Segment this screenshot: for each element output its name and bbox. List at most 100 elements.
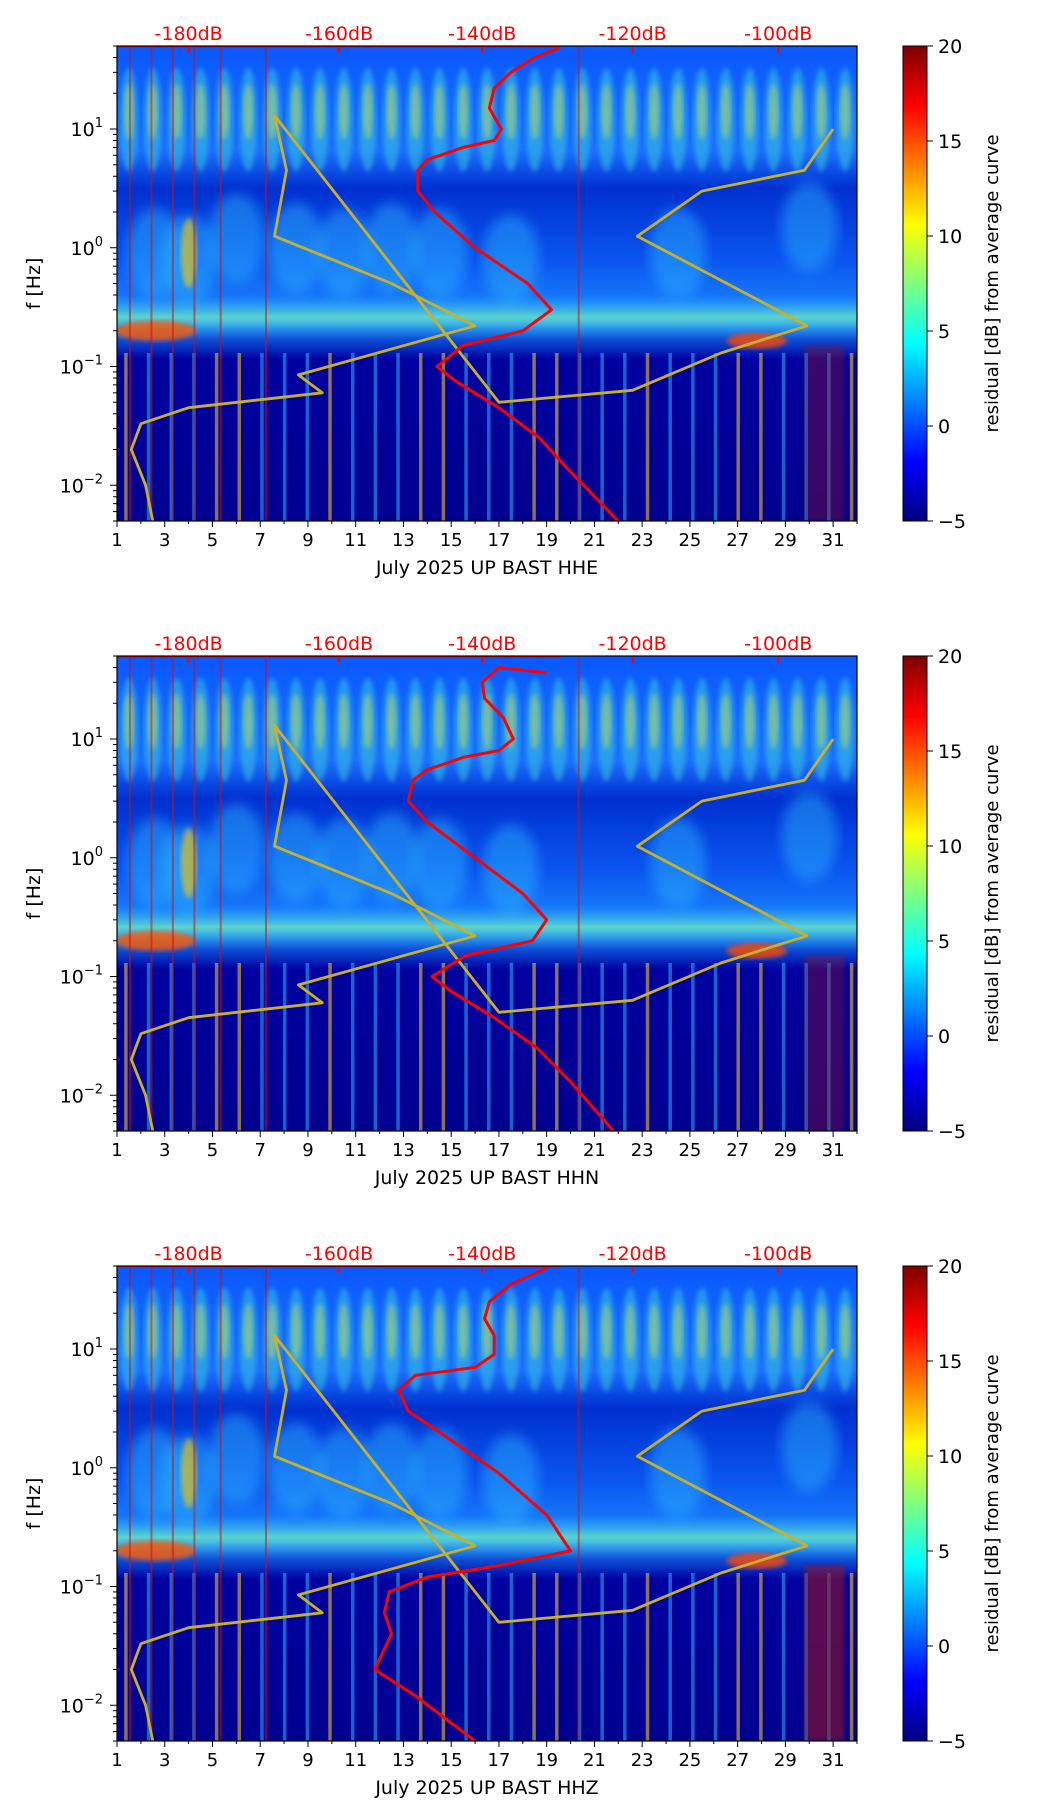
noise-blob xyxy=(243,83,254,140)
low-frequency-streak xyxy=(464,962,468,1131)
low-frequency-streak xyxy=(759,352,763,521)
noise-blob xyxy=(601,83,612,140)
colorbar-tick-label: 5 xyxy=(938,931,950,953)
noise-blob xyxy=(744,693,755,750)
noise-blob xyxy=(171,83,182,140)
low-frequency-streak xyxy=(305,962,310,1131)
event-spike xyxy=(193,1266,196,1741)
noise-blob xyxy=(577,693,588,750)
noise-cloud xyxy=(208,1413,265,1504)
colorbar-tick-label: 20 xyxy=(938,36,962,58)
colorbar-tick-label: 0 xyxy=(938,1026,950,1048)
low-frequency-streak xyxy=(555,1572,559,1741)
nlnm-curve xyxy=(129,114,835,521)
low-frequency-streak xyxy=(260,352,264,521)
y-tick-base: 10 xyxy=(71,238,95,260)
noise-blob xyxy=(386,693,397,750)
microseism-band xyxy=(117,905,857,950)
colorbar-tick-label: 0 xyxy=(938,416,950,438)
x-tick-label: 17 xyxy=(487,1750,510,1771)
noise-cloud xyxy=(315,208,372,299)
x-tick-label: 11 xyxy=(344,530,367,551)
low-frequency-streak xyxy=(328,352,332,521)
noise-blob xyxy=(219,83,230,140)
low-frequency-streak xyxy=(260,962,264,1131)
low-frequency-streak xyxy=(759,1572,763,1741)
colorbar-tick-label: 10 xyxy=(938,836,962,858)
low-frequency-streak xyxy=(418,352,423,521)
noise-cloud xyxy=(268,202,325,293)
event-spike xyxy=(577,656,580,1131)
low-frequency-streak xyxy=(532,1572,536,1741)
microseism-peak xyxy=(117,1540,196,1561)
low-frequency-streak xyxy=(600,352,604,521)
x-tick-label: 7 xyxy=(254,1750,265,1771)
colorbar: 20 15 10 5 0 −5 residual [dB] from average cur… xyxy=(902,1256,1003,1753)
low-frequency-streak xyxy=(328,962,332,1131)
noise-blob xyxy=(291,83,302,140)
noise-blob xyxy=(171,693,182,750)
low-frequency-streak xyxy=(464,1572,468,1741)
x-tick-label: 23 xyxy=(631,530,654,551)
noise-blob xyxy=(840,1303,851,1360)
noise-burst xyxy=(804,1565,845,1741)
y-tick-exponent: −1 xyxy=(84,964,103,979)
low-frequency-streak xyxy=(146,1572,151,1741)
y-tick-exponent: 0 xyxy=(95,235,103,250)
microseism-band xyxy=(117,295,857,340)
event-spike xyxy=(128,46,131,521)
noise-blob xyxy=(720,1303,731,1360)
noise-blob xyxy=(625,1303,636,1360)
x-tick-label: 31 xyxy=(822,530,845,551)
noise-blob xyxy=(362,693,373,750)
event-spike xyxy=(219,1266,222,1741)
nlnm-curve xyxy=(129,1334,835,1741)
nlnm-curve xyxy=(129,724,835,1131)
low-frequency-streak xyxy=(668,352,672,521)
curves xyxy=(129,46,835,521)
spectrogram xyxy=(117,1266,857,1741)
y-tick-exponent: 0 xyxy=(95,845,103,860)
low-frequency-streak xyxy=(600,1572,604,1741)
top-scale-label: -100dB xyxy=(744,23,812,45)
colorbar-tick-label: 20 xyxy=(938,1256,962,1278)
low-frequency-streak xyxy=(623,352,627,521)
low-frequency-streak xyxy=(532,352,536,521)
x-tick-label: 9 xyxy=(302,1750,313,1771)
x-tick-label: 13 xyxy=(392,530,415,551)
x-tick-label: 7 xyxy=(254,1140,265,1161)
noise-blob xyxy=(696,1303,707,1360)
low-frequency-streak xyxy=(328,1572,332,1741)
noise-blob xyxy=(649,1303,660,1360)
x-tick-label: 23 xyxy=(631,1750,654,1771)
low-frequency-streak xyxy=(781,352,786,521)
x-tick-label: 19 xyxy=(535,530,558,551)
noise-blob xyxy=(649,693,660,750)
x-tick-label: 3 xyxy=(159,1140,170,1161)
low-frequency-streak xyxy=(214,962,219,1131)
x-tick-label: 27 xyxy=(726,1140,749,1161)
low-frequency-streak xyxy=(169,352,174,521)
noise-blob xyxy=(195,1303,206,1360)
y-tick-label: 10−1 xyxy=(60,964,103,989)
low-frequency-streak xyxy=(713,962,718,1131)
y-axis-label: f [Hz] xyxy=(23,1478,45,1530)
event-spike xyxy=(128,1266,131,1741)
y-tick-base: 10 xyxy=(71,1339,95,1361)
noise-blob xyxy=(386,1303,397,1360)
low-frequency-streak xyxy=(169,1572,174,1741)
x-tick-label: 1 xyxy=(111,1140,122,1161)
low-frequency-streak xyxy=(759,962,763,1131)
event-spike xyxy=(577,1266,580,1741)
colorbar-gradient xyxy=(902,45,928,522)
event-spike xyxy=(150,1266,153,1741)
noise-cloud xyxy=(482,1434,539,1525)
x-tick-label: 11 xyxy=(344,1140,367,1161)
noise-blob xyxy=(338,693,349,750)
noise-cloud xyxy=(649,208,706,299)
top-scale-label: -100dB xyxy=(744,633,812,655)
x-tick-label: 5 xyxy=(207,1750,218,1771)
y-tick-base: 10 xyxy=(71,1458,95,1480)
